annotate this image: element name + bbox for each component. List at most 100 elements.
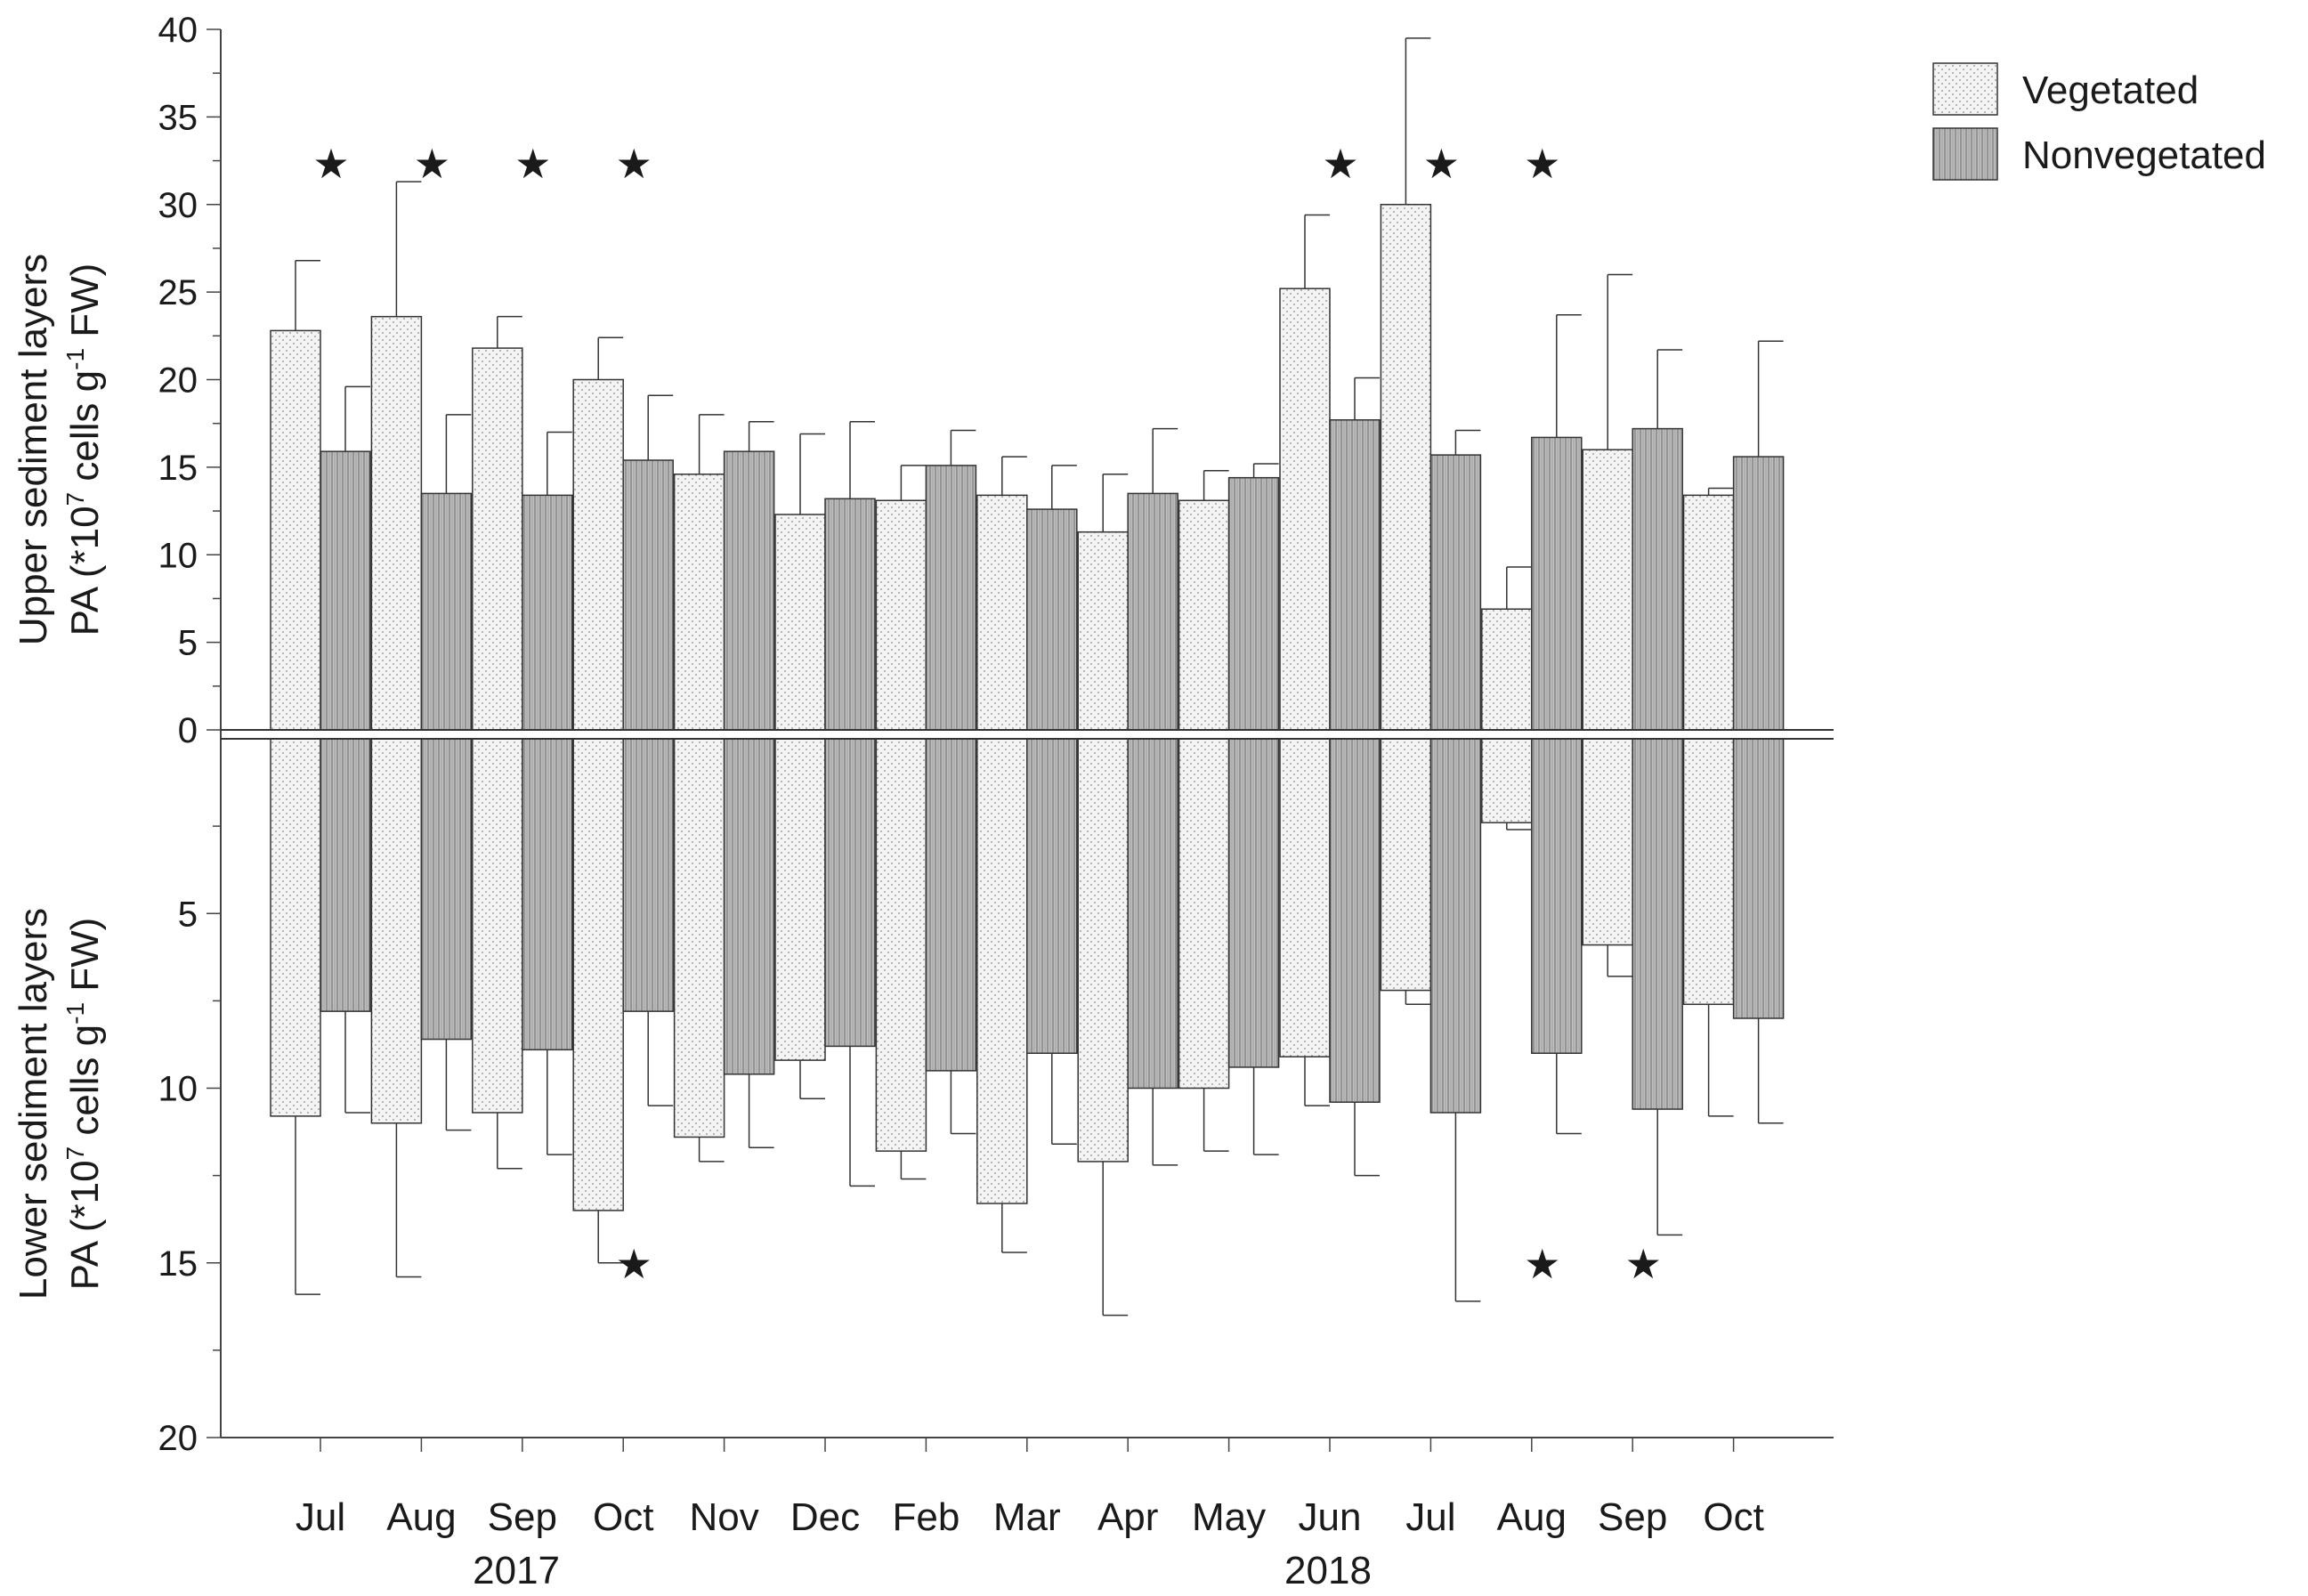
upper-bar-nonvegetated <box>1531 436 1583 731</box>
x-tick-label: Sep <box>1598 1495 1667 1539</box>
lower-bar-nonvegetated <box>1632 738 1683 1110</box>
upper-bar-nonvegetated <box>1026 508 1078 731</box>
lower-unit-prefix: PA (*10 <box>63 1160 107 1290</box>
legend-swatch-vegetated <box>1932 62 1998 116</box>
upper-bar-nonvegetated <box>1227 476 1280 731</box>
upper-bar-vegetated <box>270 329 321 731</box>
upper-bar-nonvegetated <box>622 459 674 731</box>
lower-bar-vegetated <box>1279 738 1331 1057</box>
lower-bar-nonvegetated <box>1429 738 1482 1114</box>
upper-bar-nonvegetated <box>723 450 775 731</box>
lower-bar-nonvegetated <box>622 738 674 1012</box>
upper-bar-vegetated <box>1582 449 1633 731</box>
significance-star-upper: ★ <box>616 141 652 187</box>
upper-y-tick-label: 40 <box>158 11 198 50</box>
lower-y-axis-unit: PA (*107 cells g-1 FW) <box>61 918 107 1291</box>
significance-star-lower: ★ <box>1524 1241 1560 1287</box>
upper-unit-prefix: PA (*10 <box>63 506 107 636</box>
lower-y-tick-label: 20 <box>158 1419 198 1458</box>
lower-y-tick-label: 15 <box>158 1244 198 1284</box>
lower-bar-vegetated <box>1077 738 1129 1163</box>
lower-bar-vegetated <box>1481 738 1533 823</box>
upper-y-tick-label: 15 <box>158 449 198 488</box>
lower-unit-suffix: FW) <box>63 918 107 1002</box>
upper-bar-vegetated <box>774 514 826 731</box>
significance-star-lower: ★ <box>1625 1241 1662 1287</box>
x-tick-label: May <box>1192 1495 1266 1539</box>
upper-bar-vegetated <box>1279 288 1331 731</box>
significance-star-lower: ★ <box>616 1241 652 1287</box>
significance-star-upper: ★ <box>414 141 450 187</box>
lower-bar-vegetated <box>774 738 826 1061</box>
lower-unit-mid: cells g <box>63 1025 107 1146</box>
lower-bar-nonvegetated <box>824 738 876 1048</box>
upper-bar-vegetated <box>1077 531 1129 731</box>
lower-y-axis-title-line1: Lower sediment layers <box>12 908 55 1300</box>
lower-bar-vegetated <box>1682 738 1735 1006</box>
upper-bar-vegetated <box>1682 494 1735 731</box>
lower-bar-nonvegetated <box>1227 738 1280 1068</box>
upper-bar-vegetated <box>1481 608 1533 731</box>
upper-y-tick-label: 25 <box>158 273 198 312</box>
lower-bar-vegetated <box>976 738 1028 1204</box>
upper-bar-vegetated <box>472 347 523 731</box>
upper-bar-nonvegetated <box>1732 456 1785 731</box>
upper-y-tick-label: 35 <box>158 98 198 137</box>
significance-star-upper: ★ <box>514 141 551 187</box>
upper-y-axis-title-line1: Upper sediment layers <box>12 254 55 645</box>
lower-bar-vegetated <box>572 738 624 1211</box>
upper-unit-mid: cells g <box>63 370 107 492</box>
upper-bar-nonvegetated <box>1329 419 1381 731</box>
upper-bar-nonvegetated <box>1127 492 1178 731</box>
lower-y-axis-title: Lower sediment layers <box>12 908 55 1300</box>
upper-bar-nonvegetated <box>1632 427 1683 731</box>
upper-y-tick-label: 10 <box>158 536 198 575</box>
x-tick-label: Mar <box>993 1495 1061 1539</box>
x-tick-label: Feb <box>892 1495 960 1539</box>
lower-bar-vegetated <box>1178 738 1230 1090</box>
x-tick-label: Aug <box>1497 1495 1567 1539</box>
upper-y-tick-label: 5 <box>178 624 198 663</box>
legend-swatch-nonvegetated <box>1932 127 1998 181</box>
upper-bar-vegetated <box>875 499 927 731</box>
year-label-2017: 2017 <box>473 1549 560 1592</box>
upper-bar-nonvegetated <box>320 450 371 731</box>
significance-star-upper: ★ <box>1423 141 1460 187</box>
lower-y-tick-label: 10 <box>158 1070 198 1109</box>
upper-y-tick-label: 30 <box>158 186 198 225</box>
upper-bar-vegetated <box>976 494 1028 731</box>
lower-bar-nonvegetated <box>723 738 775 1075</box>
x-tick-label: Jul <box>1405 1495 1455 1539</box>
lower-bar-vegetated <box>673 738 725 1138</box>
lower-unit-sup2: -1 <box>61 1002 89 1025</box>
plot-area: 0 5 10 15 20 25 30 35 40 5 10 15 20 Jul Aug Sep Oct Nov De… <box>158 11 1834 1592</box>
significance-star-upper: ★ <box>312 141 349 187</box>
lower-unit-sup1: 7 <box>61 1146 89 1161</box>
lower-bar-vegetated <box>1380 738 1432 992</box>
legend: Vegetated Nonvegetated <box>1932 62 2266 181</box>
x-tick-label: Jun <box>1299 1495 1362 1539</box>
legend-label-nonvegetated: Nonvegetated <box>2022 134 2266 177</box>
lower-bar-nonvegetated <box>522 738 573 1051</box>
lower-bar-nonvegetated <box>1127 738 1178 1090</box>
upper-bar-vegetated <box>370 315 423 731</box>
x-tick-label: Apr <box>1097 1495 1158 1539</box>
upper-unit-sup1: 7 <box>61 492 89 506</box>
x-tick-label: Oct <box>1703 1495 1763 1539</box>
lower-bar-vegetated <box>1582 738 1633 946</box>
lower-bar-nonvegetated <box>1329 738 1381 1103</box>
lower-bar-vegetated <box>875 738 927 1152</box>
lower-bar-nonvegetated <box>320 738 371 1012</box>
lower-bar-nonvegetated <box>1531 738 1583 1054</box>
lower-bar-nonvegetated <box>1732 738 1785 1019</box>
upper-bar-nonvegetated <box>522 494 573 731</box>
lower-bar-nonvegetated <box>925 738 977 1072</box>
upper-bar-vegetated <box>673 473 725 731</box>
upper-y-tick-label: 0 <box>178 711 198 750</box>
upper-y-tick-label: 20 <box>158 361 198 401</box>
lower-y-tick-label: 5 <box>178 895 198 934</box>
lower-bar-nonvegetated <box>420 738 473 1041</box>
upper-unit-suffix: FW) <box>63 263 107 348</box>
significance-star-upper: ★ <box>1524 141 1560 187</box>
